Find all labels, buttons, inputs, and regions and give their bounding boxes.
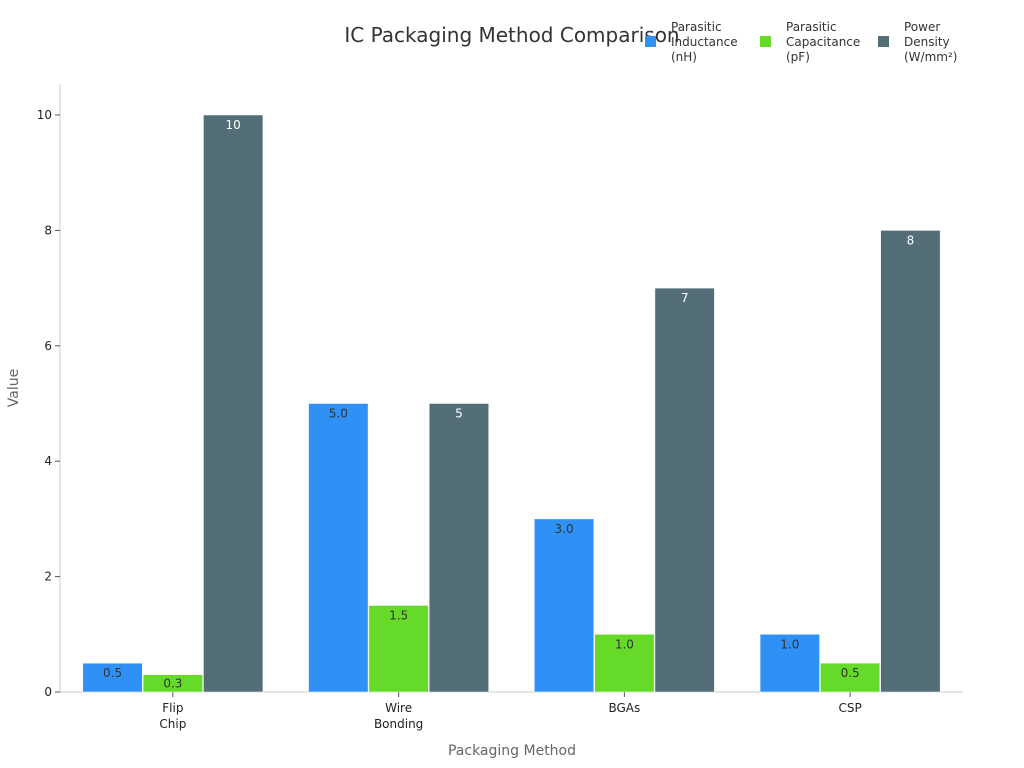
legend-swatch (878, 36, 889, 47)
bar-value-label: 3.0 (555, 522, 574, 536)
y-tick-label: 2 (44, 570, 52, 584)
bar (308, 403, 369, 693)
bar-value-label: 0.5 (841, 666, 860, 680)
x-tick-label: Flip Chip (159, 701, 186, 731)
legend-label: Power Density (W/mm²) (904, 20, 957, 64)
legend-label: Parasitic Capacitance (pF) (786, 20, 860, 64)
bar-value-label: 1.5 (389, 608, 408, 622)
bar-value-label: 7 (681, 291, 689, 305)
x-axis-title: Packaging Method (448, 743, 576, 759)
bar (534, 518, 595, 693)
legend-swatch (645, 36, 656, 47)
bar-value-label: 5 (455, 407, 463, 421)
bar (594, 634, 655, 693)
legend: Parasitic Inductance (nH) Parasitic Capacita… (645, 20, 957, 64)
bar (759, 634, 820, 693)
bar-value-label: 0.5 (103, 666, 122, 680)
y-tick-label: 4 (44, 454, 52, 468)
bar (880, 230, 941, 693)
y-axis: 0 2 4 6 8 10 (37, 84, 61, 699)
x-tick-label: CSP (839, 701, 862, 715)
bar-value-label: 8 (907, 233, 915, 247)
bar-value-label: 1.0 (780, 637, 799, 651)
legend-label: Parasitic Inductance (nH) (671, 20, 738, 64)
bar (654, 287, 715, 693)
y-axis-title: Value (6, 369, 22, 407)
bar (428, 403, 489, 693)
y-tick-label: 10 (37, 108, 52, 122)
bar-value-label: 5.0 (329, 407, 348, 421)
x-tick-label: Wire Bonding (374, 701, 423, 731)
y-tick-label: 8 (44, 223, 52, 237)
bar (82, 662, 143, 693)
bar (142, 674, 203, 693)
bar-value-label: 0.3 (163, 677, 182, 691)
bar-value-label: 10 (226, 118, 241, 132)
x-tick-label: BGAs (608, 701, 640, 715)
x-axis: Flip Chip Wire Bonding BGAs CSP (60, 691, 963, 731)
chart-title: IC Packaging Method Comparison (344, 23, 679, 47)
bar (203, 114, 264, 693)
bar (368, 605, 429, 693)
bars: 0.5 0.3 10 5.0 1.5 5 3.0 1.0 7 1.0 0.5 8 (82, 114, 941, 693)
bar (820, 662, 881, 693)
y-tick-label: 6 (44, 339, 52, 353)
y-tick-label: 0 (44, 685, 52, 699)
legend-swatch (760, 36, 771, 47)
bar-value-label: 1.0 (615, 637, 634, 651)
